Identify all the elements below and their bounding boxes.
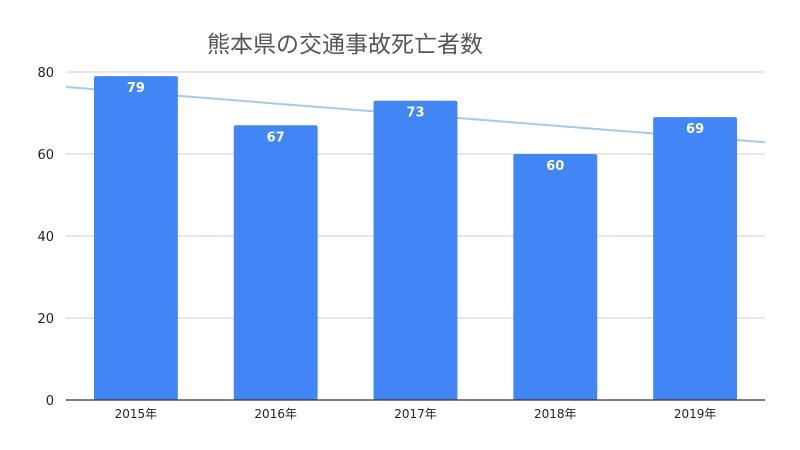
bar-2017年 <box>373 100 458 400</box>
bar-2015年 <box>93 76 178 400</box>
y-tick-label: 80 <box>37 66 54 81</box>
chart-title: 熊本県の交通事故死亡者数 <box>207 32 483 58</box>
y-tick-label: 60 <box>37 148 54 163</box>
data-label: 60 <box>546 159 564 174</box>
y-tick-label: 20 <box>37 312 54 327</box>
x-tick-label: 2019年 <box>674 407 717 421</box>
bar-2019年 <box>653 117 738 400</box>
bar-2018年 <box>513 154 598 400</box>
x-tick-label: 2018年 <box>534 407 577 421</box>
bar-2016年 <box>233 125 318 401</box>
x-tick-label: 2017年 <box>394 407 437 421</box>
data-label: 69 <box>686 122 704 137</box>
data-label: 67 <box>267 130 285 145</box>
data-label: 79 <box>127 81 145 96</box>
x-tick-label: 2015年 <box>115 407 158 421</box>
y-tick-label: 0 <box>46 394 54 409</box>
x-tick-label: 2016年 <box>254 407 297 421</box>
data-label: 73 <box>406 106 424 121</box>
y-tick-label: 40 <box>37 230 54 245</box>
